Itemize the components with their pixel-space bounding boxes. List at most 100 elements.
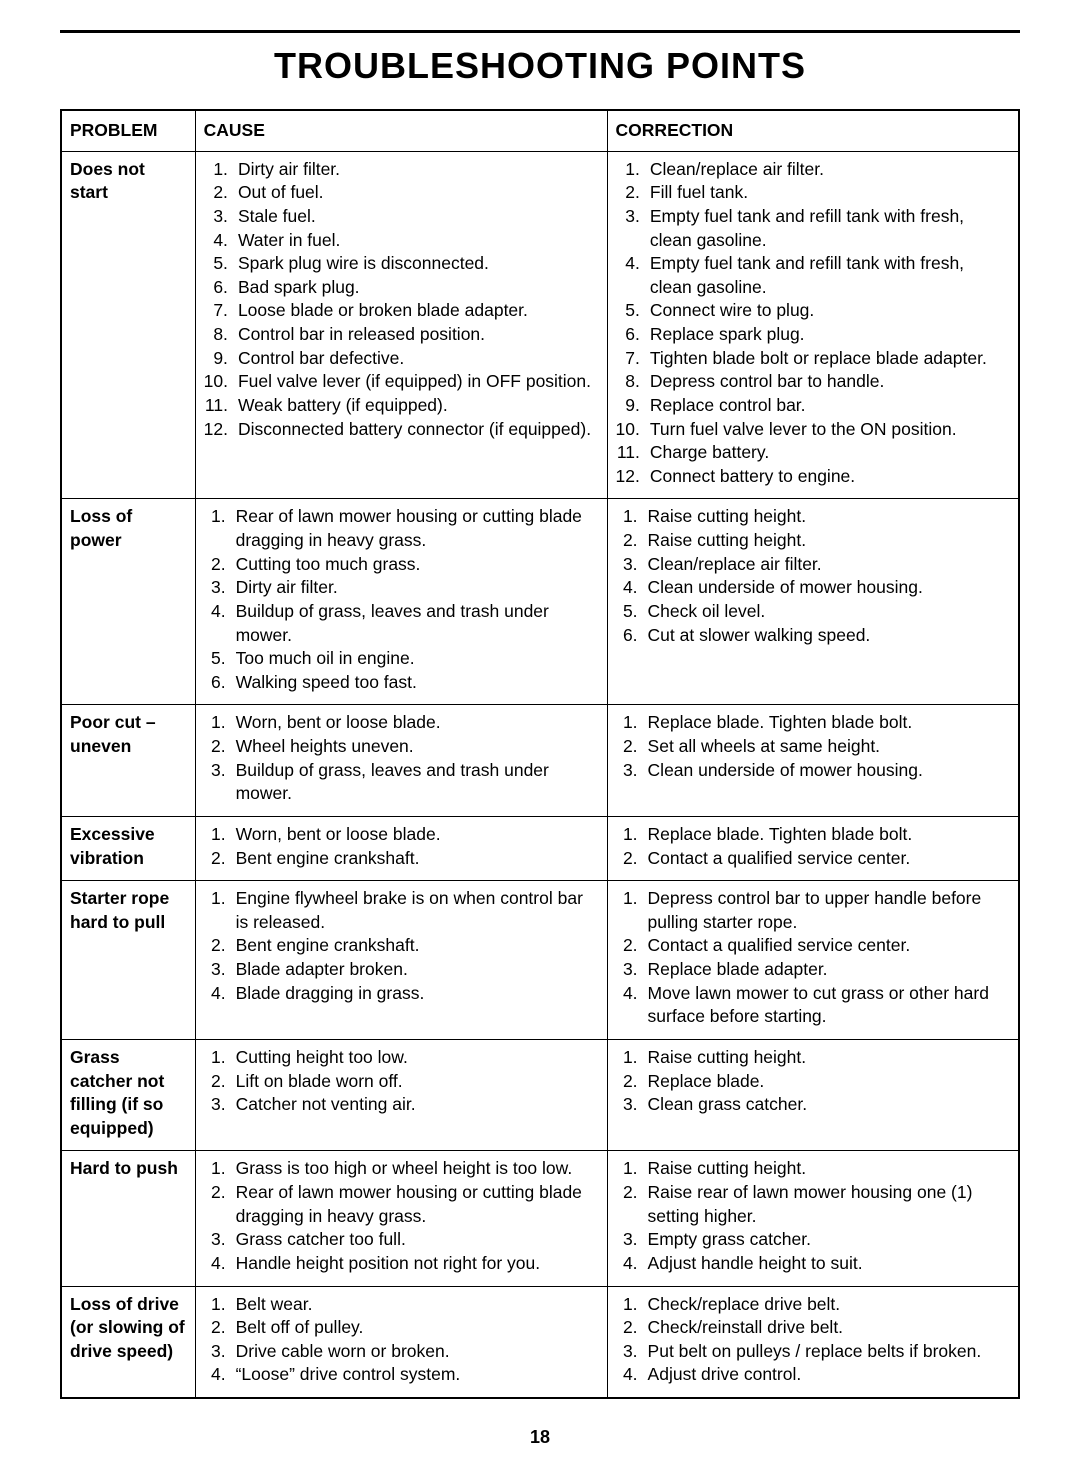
list-text: Raise cutting height. [648, 529, 1010, 553]
cause-cell: 1.Cutting height too low.2.Lift on blade… [195, 1039, 607, 1151]
list-item: 3.Replace blade adapter. [616, 958, 1010, 982]
list-text: Stale fuel. [238, 205, 599, 229]
list-text: Fuel valve lever (if equipped) in OFF po… [238, 370, 599, 394]
table-row: Excessive vibration1.Worn, bent or loose… [61, 816, 1019, 880]
list-text: Control bar in released position. [238, 323, 599, 347]
list-number: 2. [616, 1070, 648, 1094]
list-item: 6.Replace spark plug. [616, 323, 1010, 347]
list-number: 2. [204, 735, 236, 759]
cause-cell: 1.Engine flywheel brake is on when contr… [195, 881, 607, 1040]
problem-label: Grass catcher not filling (if so equippe… [70, 1046, 187, 1141]
list-item: 6.Walking speed too fast. [204, 671, 599, 695]
list-item: 4.Water in fuel. [204, 229, 599, 253]
numbered-list: 1.Belt wear.2.Belt off of pulley.3.Drive… [204, 1293, 599, 1388]
correction-cell: 1.Depress control bar to upper handle be… [607, 881, 1019, 1040]
list-item: 4.Handle height position not right for y… [204, 1252, 599, 1276]
list-item: 2.Check/reinstall drive belt. [616, 1316, 1010, 1340]
list-text: Clean underside of mower housing. [648, 576, 1010, 600]
list-item: 5.Connect wire to plug. [616, 299, 1010, 323]
list-item: 1.Cutting height too low. [204, 1046, 599, 1070]
list-item: 3.Clean underside of mower housing. [616, 759, 1010, 783]
list-text: Cut at slower walking speed. [648, 624, 1010, 648]
list-item: 2.Belt off of pulley. [204, 1316, 599, 1340]
problem-cell: Does not start [61, 151, 195, 499]
list-text: Check/reinstall drive belt. [648, 1316, 1010, 1340]
list-item: 1.Depress control bar to upper handle be… [616, 887, 1010, 934]
list-item: 2.Out of fuel. [204, 181, 599, 205]
list-number: 3. [204, 576, 236, 600]
list-number: 9. [616, 394, 650, 418]
list-number: 4. [204, 600, 236, 647]
list-text: Replace blade adapter. [648, 958, 1010, 982]
list-number: 3. [616, 1093, 648, 1117]
list-number: 9. [204, 347, 238, 371]
list-text: Clean/replace air filter. [648, 553, 1010, 577]
numbered-list: 1.Dirty air filter.2.Out of fuel.3.Stale… [204, 158, 599, 442]
list-text: Fill fuel tank. [650, 181, 1010, 205]
list-number: 4. [204, 982, 236, 1006]
list-number: 11. [204, 394, 238, 418]
table-row: Does not start 1.Dirty air filter.2.Out o… [61, 151, 1019, 499]
list-item: 4.Adjust drive control. [616, 1363, 1010, 1387]
list-number: 6. [616, 624, 648, 648]
problem-label: Hard to push [70, 1157, 187, 1181]
list-text: Belt off of pulley. [236, 1316, 599, 1340]
problem-cell: Loss of power [61, 499, 195, 705]
list-text: Depress control bar to handle. [650, 370, 1010, 394]
problem-cell: Loss of drive (or slowing of drive speed… [61, 1286, 195, 1398]
list-number: 4. [616, 252, 650, 299]
list-item: 3.Put belt on pulleys / replace belts if… [616, 1340, 1010, 1364]
list-item: 4.Buildup of grass, leaves and trash und… [204, 600, 599, 647]
list-text: Charge battery. [650, 441, 1010, 465]
list-number: 12. [616, 465, 650, 489]
page-number: 18 [60, 1427, 1020, 1448]
list-text: Depress control bar to upper handle befo… [648, 887, 1010, 934]
list-text: Rear of lawn mower housing or cutting bl… [236, 505, 599, 552]
list-item: 5.Spark plug wire is disconnected. [204, 252, 599, 276]
list-text: Engine flywheel brake is on when control… [236, 887, 599, 934]
list-text: Raise rear of lawn mower housing one (1)… [648, 1181, 1010, 1228]
correction-cell: 1.Raise cutting height.2.Replace blade.3… [607, 1039, 1019, 1151]
list-text: Catcher not venting air. [236, 1093, 599, 1117]
list-number: 3. [616, 205, 650, 252]
cause-cell: 1.Belt wear.2.Belt off of pulley.3.Drive… [195, 1286, 607, 1398]
list-item: 7.Loose blade or broken blade adapter. [204, 299, 599, 323]
list-text: Empty fuel tank and refill tank with fre… [650, 252, 1010, 299]
problem-cell: Hard to push [61, 1151, 195, 1286]
list-text: Worn, bent or loose blade. [236, 711, 599, 735]
problem-label: Poor cut – uneven [70, 711, 187, 758]
list-number: 3. [204, 958, 236, 982]
list-item: 4.Blade dragging in grass. [204, 982, 599, 1006]
problem-cell: Excessive vibration [61, 816, 195, 880]
table-header-row: PROBLEM CAUSE CORRECTION [61, 110, 1019, 151]
list-text: Check/replace drive belt. [648, 1293, 1010, 1317]
list-number: 1. [204, 1293, 236, 1317]
header-cause: CAUSE [195, 110, 607, 151]
cause-cell: 1.Worn, bent or loose blade.2.Bent engin… [195, 816, 607, 880]
list-number: 1. [616, 887, 648, 934]
list-item: 2.Raise rear of lawn mower housing one (… [616, 1181, 1010, 1228]
list-text: Rear of lawn mower housing or cutting bl… [236, 1181, 599, 1228]
numbered-list: 1.Grass is too high or wheel height is t… [204, 1157, 599, 1275]
list-text: Blade adapter broken. [236, 958, 599, 982]
list-text: Cutting height too low. [236, 1046, 599, 1070]
list-text: Empty grass catcher. [648, 1228, 1010, 1252]
list-item: 5.Check oil level. [616, 600, 1010, 624]
list-text: Empty fuel tank and refill tank with fre… [650, 205, 1010, 252]
list-item: 3.Clean grass catcher. [616, 1093, 1010, 1117]
list-number: 2. [616, 847, 648, 871]
list-text: Wheel heights uneven. [236, 735, 599, 759]
problem-label: Does not start [70, 158, 187, 205]
list-item: 1.Worn, bent or loose blade. [204, 711, 599, 735]
list-text: Handle height position not right for you… [236, 1252, 599, 1276]
list-number: 8. [616, 370, 650, 394]
table-row: Poor cut – uneven 1.Worn, bent or loose b… [61, 705, 1019, 817]
list-number: 4. [616, 1363, 648, 1387]
header-problem: PROBLEM [61, 110, 195, 151]
list-number: 1. [204, 505, 236, 552]
list-number: 1. [616, 1293, 648, 1317]
list-item: 2.Contact a qualified service center. [616, 934, 1010, 958]
list-number: 5. [616, 600, 648, 624]
numbered-list: 1.Rear of lawn mower housing or cutting … [204, 505, 599, 694]
numbered-list: 1.Raise cutting height.2.Raise rear of l… [616, 1157, 1010, 1275]
